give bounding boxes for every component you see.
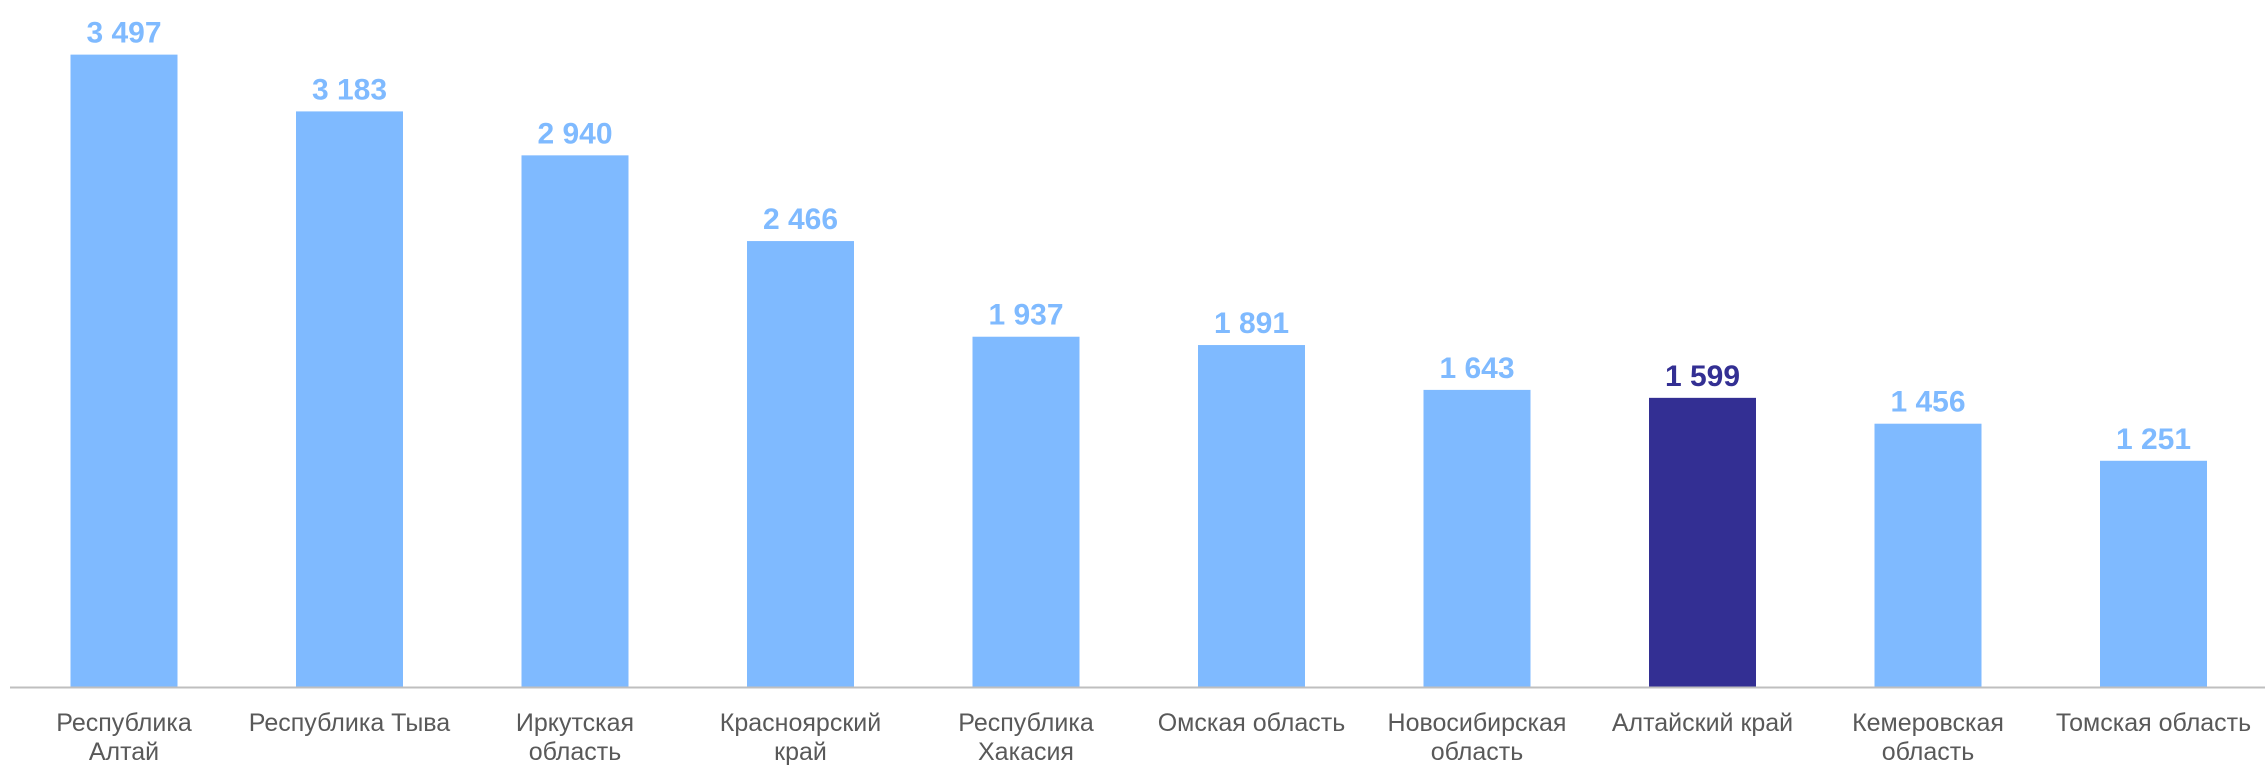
category-label: Новосибирская область: [1388, 709, 1567, 766]
bar: [1423, 389, 1531, 687]
category-label: Республика Хакасия: [958, 709, 1094, 766]
bar-value-label: 1 891: [1214, 307, 1289, 340]
bar-value-label: 2 940: [537, 117, 612, 150]
bar-value-label: 1 251: [2116, 423, 2191, 456]
bar: [1874, 423, 1982, 687]
bar: [972, 336, 1080, 687]
bar-value-label: 1 643: [1439, 352, 1514, 385]
category-label: Алтайский край: [1612, 709, 1793, 737]
bar: [521, 155, 629, 688]
bar-value-label: 2 466: [763, 203, 838, 236]
category-label: Иркутская область: [516, 709, 634, 766]
bar-value-label: 1 456: [1890, 386, 1965, 419]
category-label: Республика Алтай: [56, 709, 192, 766]
bar: [1649, 397, 1756, 687]
bar-value-label: 3 497: [86, 17, 161, 50]
bar: [70, 54, 178, 687]
value-labels-group: 3 497 3 183 2 940 2 466 1 937 1 891 1 643 1 599…: [86, 17, 2191, 456]
category-label: Омская область: [1158, 709, 1346, 737]
bar: [296, 111, 403, 688]
bar: [747, 241, 854, 687]
category-labels-group: Республика Алтай Республика Тыва Иркутская о…: [56, 709, 2251, 766]
bar: [1198, 345, 1305, 687]
category-label: Кемеровская область: [1852, 709, 2004, 766]
category-label: Республика Тыва: [249, 709, 451, 737]
bar-value-label: 1 599: [1665, 360, 1740, 393]
bar-value-label: 3 183: [312, 73, 387, 106]
category-label: Красноярский край: [720, 709, 881, 766]
bar: [2100, 460, 2207, 687]
bars-group: [70, 54, 2207, 688]
bar-value-label: 1 937: [988, 299, 1063, 332]
category-label: Томская область: [2056, 709, 2251, 737]
